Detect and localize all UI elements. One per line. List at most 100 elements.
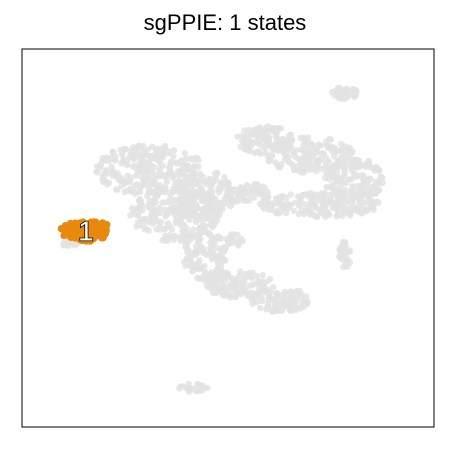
background-point (378, 173, 385, 181)
background-point (274, 143, 281, 150)
background-point (181, 150, 189, 157)
background-point (307, 200, 314, 207)
background-point (306, 143, 313, 150)
background-point (330, 183, 338, 190)
background-point (185, 201, 192, 208)
background-point (195, 235, 202, 242)
background-point (198, 243, 205, 251)
background-point (232, 288, 239, 295)
background-point (177, 237, 184, 244)
background-point (226, 282, 233, 290)
background-point (175, 182, 182, 190)
background-point (295, 202, 303, 209)
background-point (159, 162, 166, 169)
background-point (225, 184, 232, 192)
background-point (327, 136, 335, 143)
background-point (335, 162, 342, 170)
background-point (166, 195, 174, 202)
chart-title: sgPPIE: 1 states (143, 10, 307, 35)
background-point (131, 182, 138, 189)
background-point (181, 207, 188, 214)
background-point (273, 289, 280, 297)
background-point (161, 185, 168, 192)
background-point (201, 216, 208, 223)
background-point (232, 281, 239, 289)
background-point (154, 156, 162, 163)
background-point (135, 188, 142, 196)
background-point (330, 163, 337, 170)
background-point (184, 248, 191, 256)
background-point (300, 200, 308, 208)
background-point (290, 207, 297, 214)
background-point (293, 166, 301, 174)
background-point (314, 205, 321, 212)
background-point (214, 234, 222, 241)
background-point (232, 198, 240, 205)
background-point (300, 134, 307, 141)
background-point (213, 244, 220, 251)
background-point (145, 158, 153, 166)
background-point (199, 189, 206, 196)
background-point (204, 194, 211, 201)
background-point (355, 182, 362, 189)
background-point (258, 297, 266, 305)
background-point (317, 142, 324, 149)
background-point (149, 177, 156, 185)
background-point (266, 275, 274, 283)
background-point (184, 162, 192, 169)
background-point (126, 178, 133, 185)
background-point (234, 238, 242, 245)
background-point (263, 306, 270, 313)
background-point (356, 198, 363, 206)
background-point (283, 194, 290, 201)
background-point (201, 222, 208, 229)
background-point (314, 212, 321, 220)
background-point (353, 173, 360, 180)
background-point (228, 292, 235, 300)
background-point (226, 240, 234, 247)
background-point (279, 301, 287, 309)
background-point (297, 305, 304, 312)
background-point (167, 163, 174, 170)
background-point (329, 204, 337, 212)
background-point (238, 133, 245, 140)
background-point (361, 162, 368, 170)
background-point (269, 124, 276, 132)
background-point (282, 145, 289, 153)
background-point (182, 240, 189, 248)
background-point (164, 150, 172, 157)
background-point (94, 169, 101, 176)
background-point (298, 294, 305, 301)
background-point (296, 193, 303, 200)
background-point (334, 178, 341, 186)
background-point (200, 384, 208, 391)
background-point (292, 147, 300, 154)
background-point (245, 126, 252, 134)
background-point (101, 178, 109, 185)
background-point (170, 171, 178, 178)
background-point (170, 146, 178, 154)
background-point (162, 213, 169, 220)
background-point (368, 202, 375, 209)
background-point (190, 164, 198, 171)
background-point (213, 288, 221, 295)
background-point (255, 189, 262, 197)
background-point (318, 165, 326, 173)
background-point (210, 251, 217, 259)
background-point (304, 300, 311, 307)
background-point (323, 141, 330, 148)
background-point (149, 189, 156, 196)
background-point (287, 191, 294, 198)
background-point (244, 133, 251, 140)
background-point (94, 163, 101, 170)
background-point (322, 174, 329, 182)
background-point (302, 191, 309, 198)
background-point (153, 193, 160, 200)
background-point (135, 208, 142, 215)
background-point (189, 268, 196, 275)
background-point (307, 195, 314, 202)
background-point (375, 199, 382, 206)
background-point (346, 198, 353, 205)
background-point (201, 263, 208, 270)
background-point (355, 162, 362, 169)
